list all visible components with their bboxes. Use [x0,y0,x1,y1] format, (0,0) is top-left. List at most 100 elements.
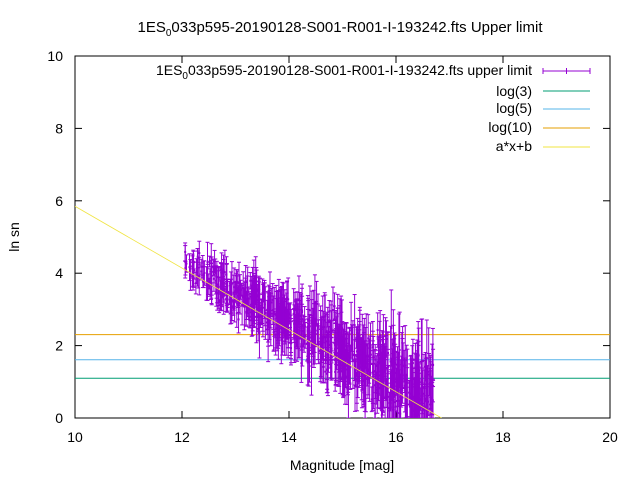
point-marker [237,318,240,321]
data-point [309,314,314,349]
point-marker [378,361,381,364]
point-marker [330,359,333,362]
point-marker [327,335,330,338]
point-marker [307,341,310,344]
point-marker [192,267,195,270]
point-marker [387,352,390,355]
y-tick-label: 8 [55,120,63,136]
point-marker [201,265,204,268]
point-marker [394,361,397,364]
data-point [183,260,188,276]
data-point [379,364,384,410]
x-tick-label: 10 [67,429,83,445]
point-marker [413,377,416,380]
point-marker [373,384,376,387]
point-marker [223,271,226,274]
point-marker [272,331,275,334]
point-marker [301,311,304,314]
point-marker [251,284,254,287]
x-tick-label: 18 [495,429,511,445]
point-marker [425,400,428,403]
point-marker [363,394,366,397]
point-marker [411,362,414,365]
point-marker [207,283,210,286]
point-marker [336,354,339,357]
point-marker [270,301,273,304]
data-point [265,299,270,331]
point-marker [205,282,208,285]
point-marker [382,379,385,382]
point-marker [351,353,354,356]
data-point [362,340,367,368]
point-marker [324,349,327,352]
point-marker [203,271,206,274]
point-marker [413,405,416,408]
point-marker [223,288,226,291]
point-marker [261,314,264,317]
data-point [409,358,414,418]
point-marker [287,298,290,301]
data-point [369,386,374,413]
point-marker [410,395,413,398]
point-marker [338,348,341,351]
point-marker [367,337,370,340]
point-marker [429,383,432,386]
point-marker [400,376,403,379]
point-marker [296,325,299,328]
point-marker [381,377,384,380]
legend-label-log5: log(5) [496,100,532,116]
point-marker [218,300,221,303]
x-tick-label: 14 [281,429,297,445]
data-point [396,356,401,408]
data-point [258,304,263,329]
point-marker [432,412,435,415]
data-point [333,318,338,362]
point-marker [396,412,399,415]
point-marker [214,279,217,282]
point-marker [350,337,353,340]
point-marker [427,370,430,373]
point-marker [380,386,383,389]
data-point [224,278,229,313]
point-marker [432,363,435,366]
data-point [380,345,385,412]
point-marker [222,300,225,303]
point-marker [262,291,265,294]
point-marker [261,292,264,295]
point-marker [390,378,393,381]
point-marker [268,301,271,304]
point-marker [258,331,261,334]
point-marker [395,410,398,413]
point-marker [354,384,357,387]
data-point [206,273,211,295]
point-marker [376,329,379,332]
legend-label-points-rest: 033p595-20190128-S001-R001-I-193242.fts … [188,62,532,78]
point-marker [333,305,336,308]
point-marker [206,261,209,264]
data-point [337,298,342,354]
point-marker [385,366,388,369]
point-marker [355,377,358,380]
point-marker [310,365,313,368]
point-marker [232,306,235,309]
point-marker [422,392,425,395]
point-marker [419,398,422,401]
point-marker [392,343,395,346]
data-point [312,329,317,353]
point-marker [225,273,228,276]
point-marker [259,315,262,318]
point-marker [405,373,408,376]
point-marker [428,407,431,410]
point-marker [421,360,424,363]
data-point [417,372,422,418]
data-point [377,337,382,389]
point-marker [300,362,303,365]
legend-label-log3: log(3) [496,83,532,99]
point-marker [398,399,401,402]
data-point [372,350,377,418]
data-point [365,354,370,387]
data-point [381,352,386,409]
point-marker [263,303,266,306]
point-marker [230,282,233,285]
data-point [408,363,413,418]
